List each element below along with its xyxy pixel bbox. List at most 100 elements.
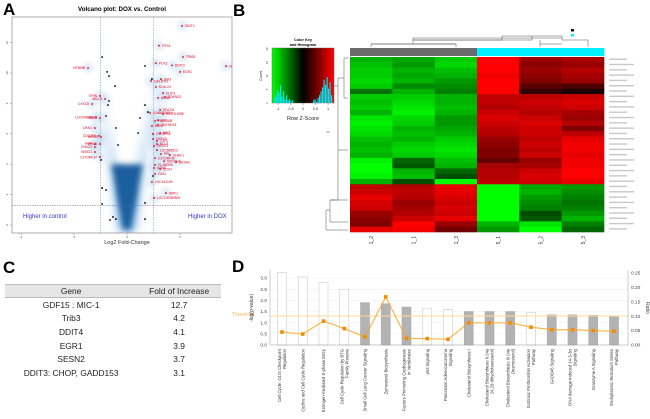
heatmap-cell [477,62,520,68]
heatmap-cell [434,173,478,180]
heatmap-cell [350,147,393,153]
heatmap-cell [561,67,605,74]
gene-point [94,143,96,145]
other-point [101,56,103,58]
heatmap-cell [434,62,478,68]
ratio-marker [466,321,471,325]
gene-point [171,64,173,67]
gene-label: MNT [163,131,170,135]
other-point [109,219,111,221]
row-label [609,138,634,140]
heatmap-cell [434,157,478,164]
heatmap-cell [519,168,562,174]
annotation-higher-dox: Higher in DOX [188,214,227,220]
histogram-bar [287,100,289,103]
row-label [609,116,634,119]
gene-point [152,138,154,140]
heatmap-cell [434,115,478,121]
heatmap-cell [477,57,520,63]
gene-label: SESN2 [179,160,190,164]
category-label: Pathway [614,348,619,365]
heatmap-cell [392,157,435,164]
gene-label: DKK1 [83,126,92,130]
heatmap-cell [434,125,478,132]
gene-label: TJP3 [160,139,168,143]
histogram-bar [277,90,279,103]
gene-label: CA11 [158,172,166,176]
gene-label: CHAC2 [81,145,92,149]
pathway-axes: 0.0 0.5 1.0 1.5 2.0 2.5 3.0 0.00 0.05 0.10 0.15 0.2… [260,270,641,349]
category-label: Family Proteins [344,349,349,378]
heatmap-cell [434,83,478,90]
heatmap-cell [392,62,435,68]
color-key-y-tick-label: 5 [265,88,269,90]
heatmap-cell [519,189,562,196]
row-label [609,106,634,108]
heatmap-cell [350,216,393,222]
heatmap-cell [350,110,393,116]
heatmap-cell [392,83,435,90]
ratio-marker [300,332,305,336]
histogram-bar [328,88,330,103]
row-label [609,212,634,214]
heatmap-cells [350,57,605,233]
gene-point [98,135,100,137]
gene-label: PMF [85,142,92,146]
heatmap-cell [519,205,562,212]
heatmap-cell [434,104,478,111]
category-label: Pathway [531,348,536,365]
heatmap-cell [434,147,478,153]
color-key-xlabel: Row Z-Score [287,116,319,122]
gene-label: PDCD4 [163,108,174,112]
ratio-marker [529,325,533,329]
gene-label: DDIT4 [185,24,195,28]
heatmap-cell [350,136,393,143]
row-label [609,111,627,113]
heatmap-cell [350,184,393,190]
heatmap-cell [519,99,562,106]
volcano-points: DDIT4 GTS1 TRIB3 DDIT3 PCK2 GDF15 EGR1 IER3GALN… [73,24,232,221]
left-tick-label: 2.5 [260,287,267,293]
heatmap-cell [350,120,393,127]
category-label: Cell Cycle: G1/S Checkpoint [277,348,282,402]
histogram-bar [329,82,331,103]
category-label: 24,25-dihydrolanosterol) [490,348,495,394]
ratio-line [280,295,616,342]
gene-point [157,97,159,99]
row-label [609,63,634,66]
other-point [114,218,117,220]
heatmap-cell [350,152,393,159]
other-point [100,159,102,161]
heatmap-cell [434,163,478,169]
other-point [105,189,107,191]
panel-label-a: A [3,0,16,19]
gene-label: CHAC1 [173,153,184,157]
heatmap-cell [350,78,393,84]
ratio-marker [404,336,409,341]
group-bar-DOX [477,48,520,56]
heatmap-cell [350,173,393,180]
heatmap-cell [434,189,478,196]
heatmap-cell [477,178,520,185]
gene-point [153,145,155,147]
left-tick-label: 2.0 [260,298,267,304]
heatmap-cell [350,125,393,132]
heatmap-cell [477,99,520,106]
gene-label: LOC645513 [160,148,178,152]
pathway-bar [318,282,329,346]
color-key-subtitle: and Histogram [290,43,317,47]
heatmap-cell [350,88,393,95]
gene-point [152,133,154,135]
pathway-bar [484,311,495,346]
gene-point [154,164,156,166]
heatmap-cell [350,83,393,90]
heatmap-cell [561,136,605,143]
gene-point [99,117,101,119]
gene-point [151,181,153,183]
heatmap-cell [561,189,605,196]
heatmap-cell [477,173,520,180]
category-label: Cholesterol Biosynthesis II (via [485,348,490,406]
gene-point [160,153,162,155]
heatmap-cell [392,125,435,132]
